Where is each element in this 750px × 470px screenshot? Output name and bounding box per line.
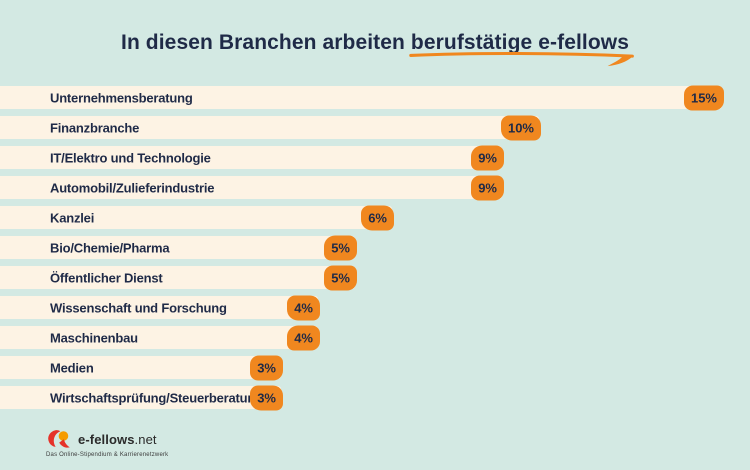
bar-row: Bio/Chemie/Pharma 5% [0,235,357,260]
value-badge: 4% [287,325,320,350]
value-badge: 15% [683,85,724,110]
value-badge: 6% [361,205,394,230]
bar-label: Wissenschaft und Forschung [50,300,227,315]
e-fellows-logo-icon [48,430,70,448]
value-badge: 9% [471,175,504,200]
bar-label: Medien [50,360,94,375]
value-badge: 5% [324,265,357,290]
bar-label: Bio/Chemie/Pharma [50,240,170,255]
logo: e-fellows.net Das Online-Stipendium & Ka… [46,429,168,458]
title-highlight: berufstätige e-fellows [409,31,634,67]
bar-label: Automobil/Zulieferindustrie [50,180,215,195]
bar-label: Unternehmensberatung [50,90,193,105]
bar-row: Unternehmensberatung 15% [0,85,724,110]
value-badge: 3% [250,355,283,380]
bar-row: Finanzbranche 10% [0,115,541,140]
bar-row: Medien 3% [0,355,283,380]
bar-row: Wirtschaftsprüfung/Steuerberatung 3% [0,385,283,410]
title-prefix: In diesen Branchen arbeiten [121,31,411,54]
value-badge: 4% [287,295,320,320]
value-badge: 10% [500,115,541,140]
bar-row: Öffentlicher Dienst 5% [0,265,357,290]
bar-row: Maschinenbau 4% [0,325,320,350]
value-badge: 3% [250,385,283,410]
bar-row: Kanzlei 6% [0,205,394,230]
bar-label: Finanzbranche [50,120,140,135]
bar-row: Automobil/Zulieferindustrie 9% [0,175,504,200]
bar-chart: Unternehmensberatung 15% Finanzbranche 10% I… [0,85,750,416]
logo-tagline: Das Online-Stipendium & Karrierenetzwerk [46,452,169,458]
bar-label: Wirtschaftsprüfung/Steuerberatung [50,390,263,405]
bar-label: IT/Elektro und Technologie [50,150,211,165]
logo-row: e-fellows.net [46,429,168,450]
bar-label: Öffentlicher Dienst [50,270,163,285]
underline-swoosh-icon [409,52,634,67]
bar-label: Maschinenbau [50,330,138,345]
bar-row: Wissenschaft und Forschung 4% [0,295,320,320]
value-badge: 9% [471,145,504,170]
page-title: In diesen Branchen arbeiten berufstätige… [0,31,750,67]
value-badge: 5% [324,235,357,260]
logo-text: e-fellows.net [78,432,157,447]
bar-label: Kanzlei [50,210,95,225]
bar-row: IT/Elektro und Technologie 9% [0,145,504,170]
